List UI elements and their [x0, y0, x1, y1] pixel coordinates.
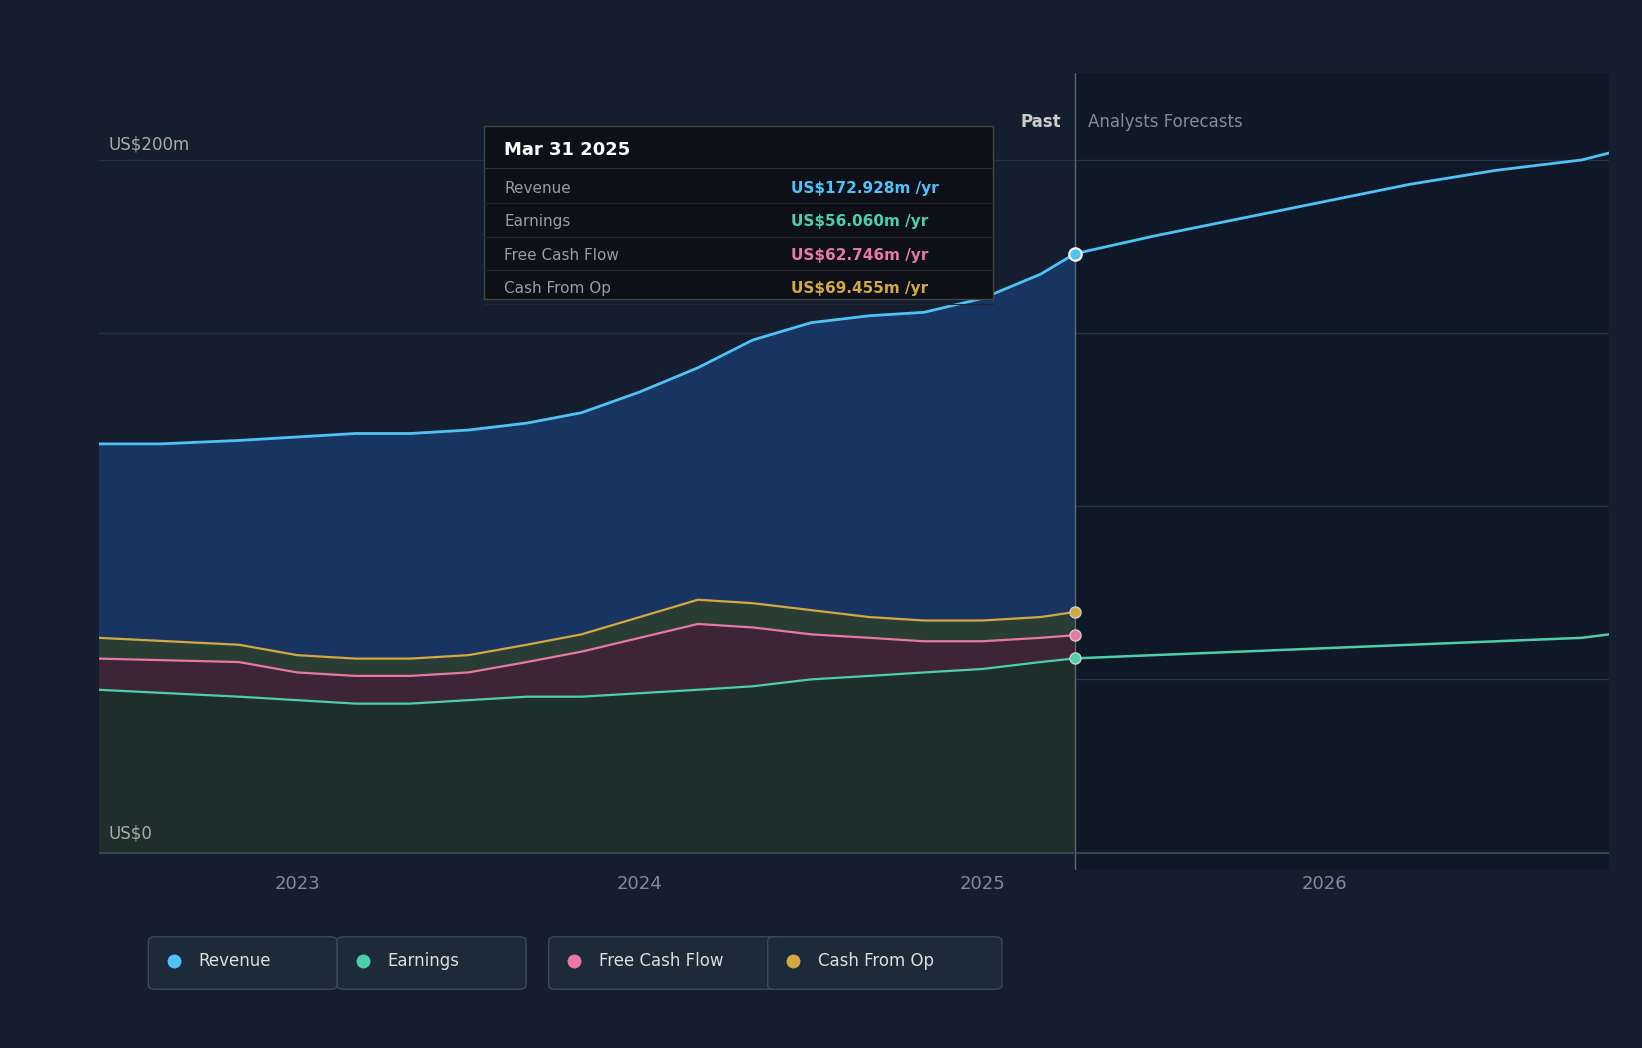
Text: Mar 31 2025: Mar 31 2025 [504, 141, 631, 159]
Text: Free Cash Flow: Free Cash Flow [504, 248, 619, 263]
Text: US$69.455m /yr: US$69.455m /yr [791, 282, 929, 297]
Text: Free Cash Flow: Free Cash Flow [599, 953, 722, 970]
Bar [99, 73, 1076, 870]
FancyBboxPatch shape [337, 937, 525, 989]
Text: Revenue: Revenue [199, 953, 271, 970]
Text: Earnings: Earnings [504, 215, 570, 230]
Text: US$56.060m /yr: US$56.060m /yr [791, 215, 929, 230]
Bar [1076, 73, 1609, 870]
Text: Past: Past [1020, 113, 1061, 131]
FancyBboxPatch shape [768, 937, 1002, 989]
Text: Earnings: Earnings [388, 953, 460, 970]
Text: Revenue: Revenue [504, 181, 571, 196]
Text: US$172.928m /yr: US$172.928m /yr [791, 181, 939, 196]
Text: US$0: US$0 [108, 824, 153, 843]
FancyBboxPatch shape [148, 937, 337, 989]
FancyBboxPatch shape [548, 937, 783, 989]
Text: US$62.746m /yr: US$62.746m /yr [791, 248, 929, 263]
Text: Analysts Forecasts: Analysts Forecasts [1089, 113, 1243, 131]
Text: Cash From Op: Cash From Op [818, 953, 934, 970]
Text: US$200m: US$200m [108, 135, 190, 153]
Text: Cash From Op: Cash From Op [504, 282, 611, 297]
